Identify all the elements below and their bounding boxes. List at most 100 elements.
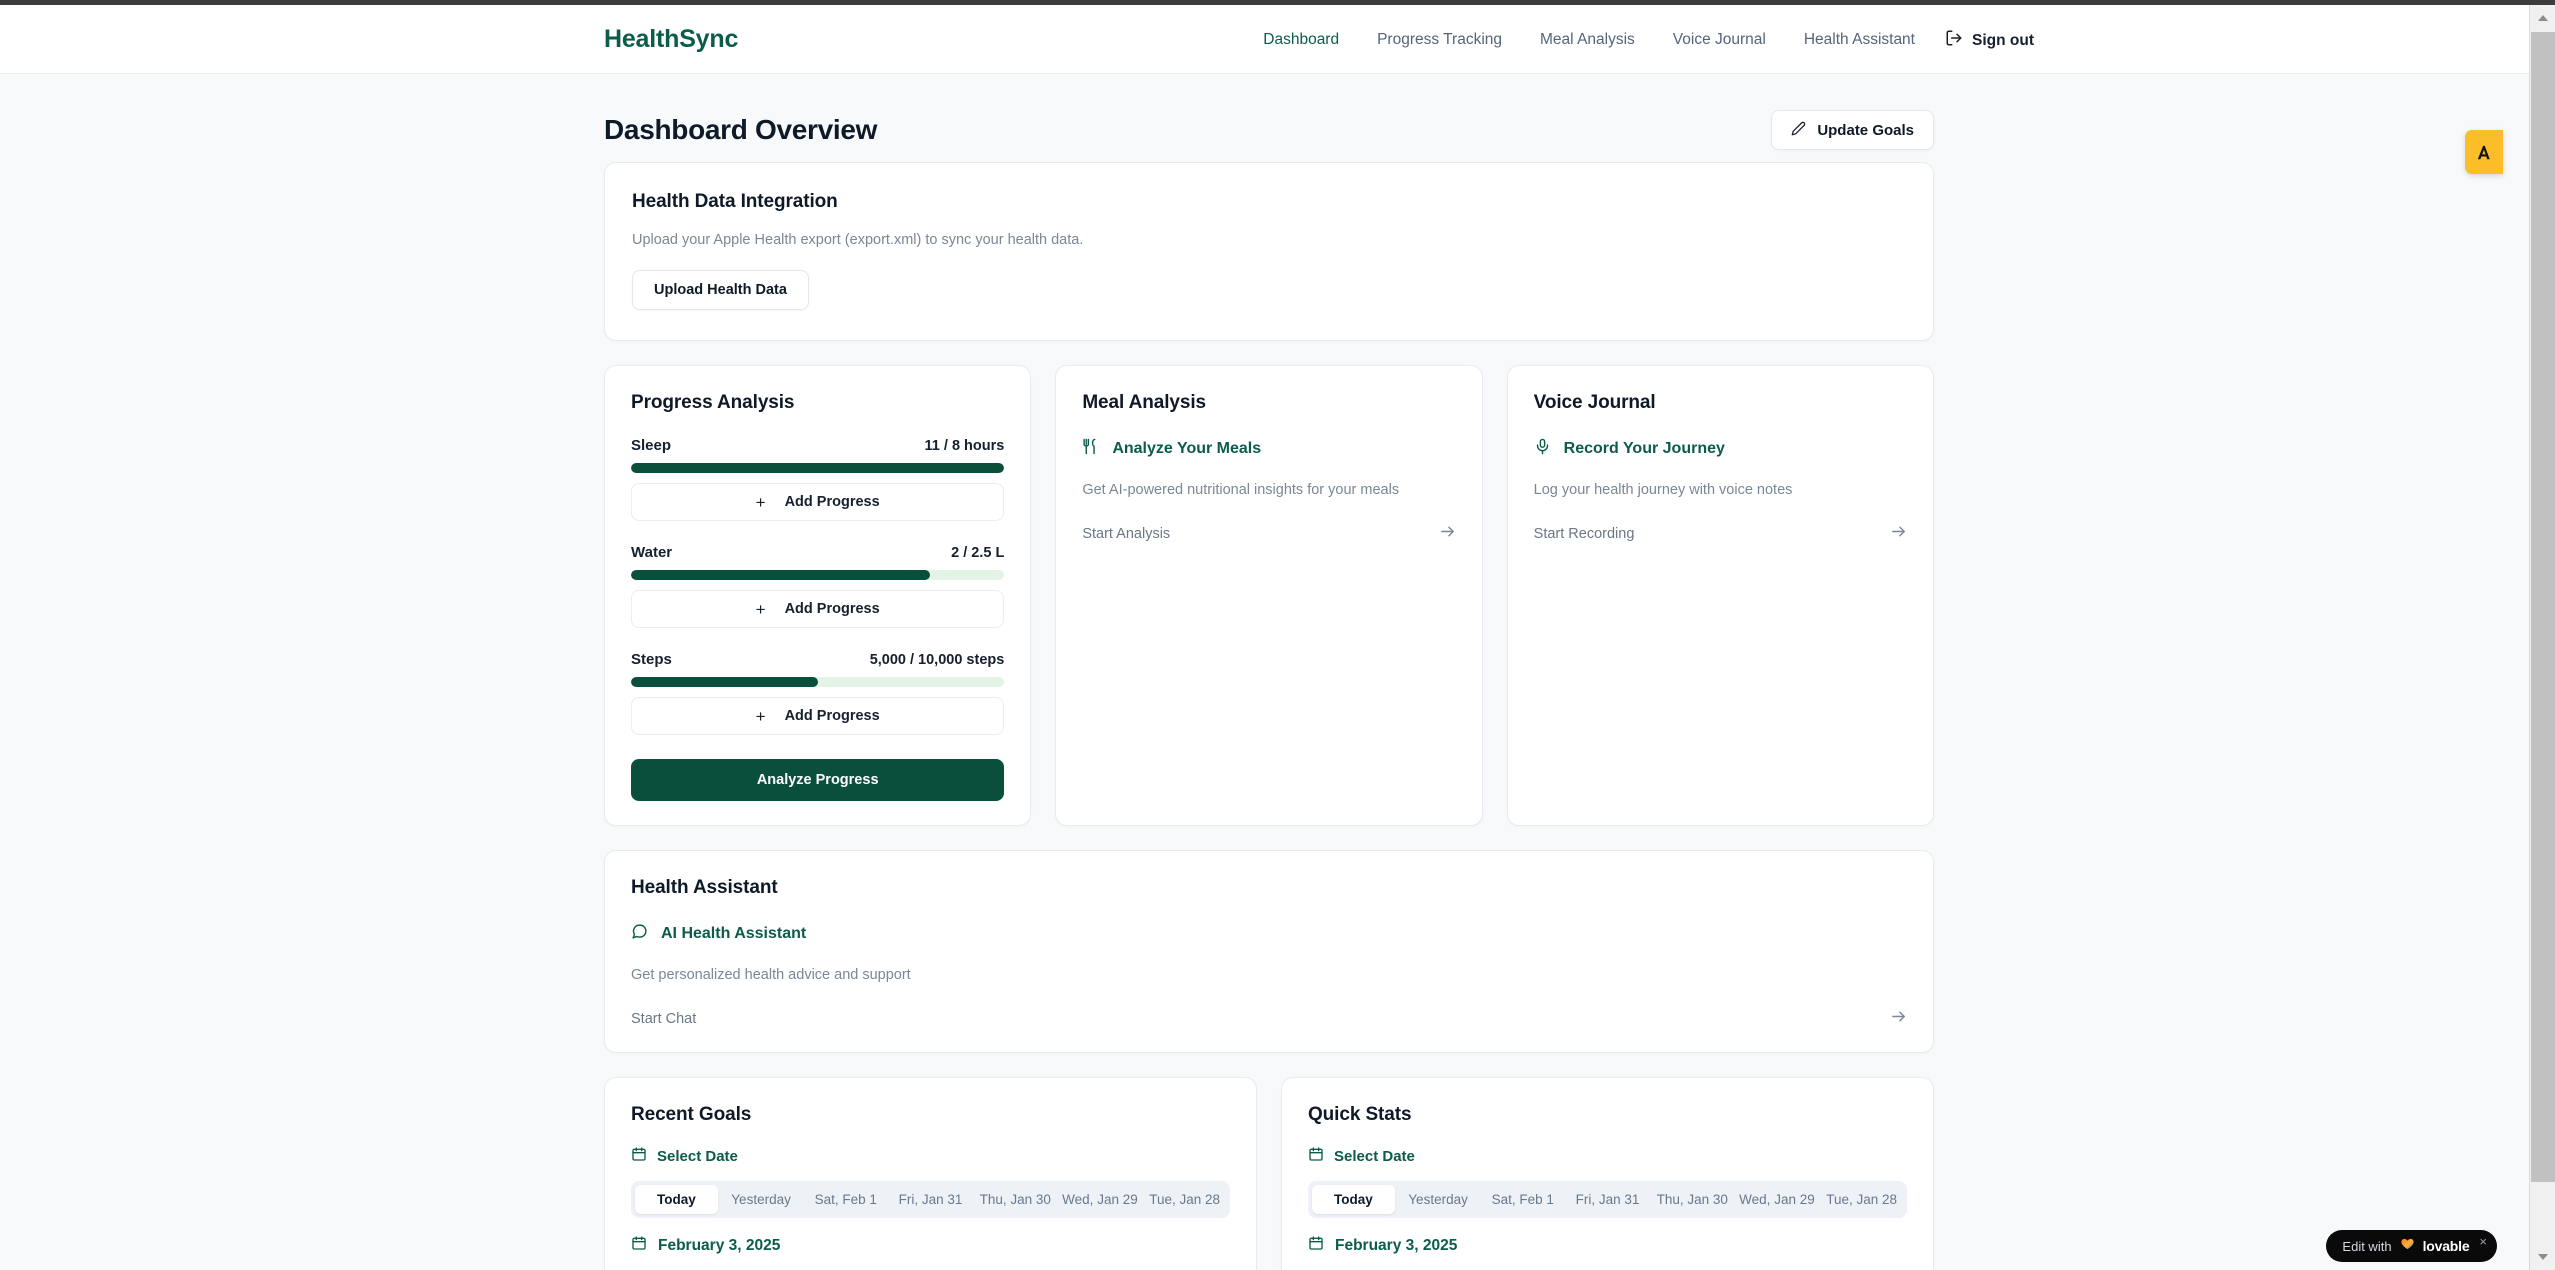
progress-bar-sleep — [631, 463, 1005, 473]
start-analysis-label: Start Analysis — [1082, 526, 1171, 542]
microphone-icon — [1534, 438, 1551, 460]
selected-date-label: February 3, 2025 — [658, 1236, 781, 1254]
page-title: Dashboard Overview — [604, 114, 878, 145]
start-chat-label: Start Chat — [631, 1011, 697, 1027]
progress-bar-fill — [631, 463, 1005, 473]
pencil-icon — [1791, 121, 1806, 140]
nav-item-meal-analysis[interactable]: Meal Analysis — [1540, 31, 1635, 48]
arrow-right-icon — [1890, 1008, 1907, 1030]
select-date-label: Select Date — [1334, 1147, 1415, 1165]
progress-analysis-title: Progress Analysis — [631, 392, 795, 413]
start-analysis-link[interactable]: Start Analysis — [1082, 523, 1455, 545]
logout-icon — [1945, 29, 1963, 52]
upload-health-data-button[interactable]: Upload Health Data — [632, 270, 809, 310]
goal-item-sleep: Sleep 11 / 8 hours + Add Progress — [631, 437, 1005, 521]
calendar-icon — [631, 1146, 647, 1166]
health-assistant-card: Health Assistant AI Health Assistant Get… — [604, 850, 1934, 1053]
date-tab-wed-jan-29[interactable]: Wed, Jan 29 — [1739, 1192, 1815, 1207]
date-tab-yesterday[interactable]: Yesterday — [731, 1192, 791, 1207]
update-goals-label: Update Goals — [1817, 121, 1914, 139]
scroll-up-icon[interactable] — [2530, 5, 2555, 31]
date-tab-yesterday[interactable]: Yesterday — [1408, 1192, 1468, 1207]
record-your-journey-label: Record Your Journey — [1563, 440, 1725, 457]
calendar-icon — [1308, 1146, 1324, 1166]
meal-analysis-title: Meal Analysis — [1082, 392, 1206, 413]
quick-stats-card: Quick Stats Select Date Today Yesterday — [1281, 1077, 1934, 1270]
page-header: Dashboard Overview Update Goals — [604, 74, 1934, 162]
date-tab-thu-jan-30[interactable]: Thu, Jan 30 — [979, 1192, 1051, 1207]
quick-stats-title: Quick Stats — [1308, 1104, 1412, 1125]
date-tabs-quick-stats: Today Yesterday Sat, Feb 1 Fri, Jan 31 T… — [1308, 1181, 1907, 1218]
voice-journal-card: Voice Journal Record Your Journey Log yo… — [1506, 365, 1934, 826]
goal-name: Sleep — [631, 437, 672, 454]
calendar-icon — [631, 1235, 647, 1256]
date-tab-tue-jan-28[interactable]: Tue, Jan 28 — [1826, 1192, 1898, 1207]
calendar-icon — [1308, 1235, 1324, 1256]
nav-item-voice-journal[interactable]: Voice Journal — [1672, 31, 1766, 48]
add-progress-button-steps[interactable]: + Add Progress — [631, 697, 1005, 735]
add-progress-button-sleep[interactable]: + Add Progress — [631, 483, 1005, 521]
nav-item-progress-tracking[interactable]: Progress Tracking — [1377, 31, 1503, 48]
main-navigation: Dashboard Progress Tracking Meal Analysi… — [1263, 31, 1915, 49]
date-tab-tue-jan-28[interactable]: Tue, Jan 28 — [1149, 1192, 1221, 1207]
plus-icon: + — [755, 492, 766, 512]
chat-bubble-icon — [631, 923, 648, 945]
goal-item-steps: Steps 5,000 / 10,000 steps + Add Progres… — [631, 651, 1005, 735]
date-tab-sat-feb-1[interactable]: Sat, Feb 1 — [814, 1192, 877, 1207]
lovable-badge[interactable]: Edit with lovable × — [2326, 1230, 2497, 1262]
heart-icon — [2400, 1236, 2415, 1256]
brand-logo[interactable]: HealthSync — [604, 25, 739, 53]
anthropic-logo-icon[interactable] — [2465, 130, 2503, 174]
select-date-label: Select Date — [657, 1147, 738, 1165]
start-chat-link[interactable]: Start Chat — [631, 1008, 1907, 1030]
add-progress-label: Add Progress — [784, 708, 880, 724]
record-your-journey-link[interactable]: Record Your Journey — [1534, 438, 1907, 460]
site-header: HealthSync Dashboard Progress Tracking M… — [0, 5, 2529, 74]
ai-health-assistant-label: AI Health Assistant — [661, 925, 807, 942]
health-assistant-description: Get personalized health advice and suppo… — [631, 967, 911, 983]
goal-item-water: Water 2 / 2.5 L + Add Progress — [631, 544, 1005, 628]
ai-health-assistant-link[interactable]: AI Health Assistant — [631, 923, 1907, 945]
close-icon[interactable]: × — [2479, 1234, 2487, 1249]
date-tab-sat-feb-1[interactable]: Sat, Feb 1 — [1491, 1192, 1554, 1207]
page-scrollbar[interactable] — [2529, 5, 2555, 1270]
date-tab-wed-jan-29[interactable]: Wed, Jan 29 — [1062, 1192, 1138, 1207]
add-progress-label: Add Progress — [784, 601, 880, 617]
progress-bar-fill — [631, 570, 930, 580]
lovable-name-label: lovable — [2422, 1238, 2470, 1254]
date-tab-today[interactable]: Today — [635, 1185, 718, 1214]
recent-goals-title: Recent Goals — [631, 1104, 752, 1125]
date-tab-thu-jan-30[interactable]: Thu, Jan 30 — [1656, 1192, 1728, 1207]
goal-name: Water — [631, 544, 673, 561]
analyze-your-meals-link[interactable]: Analyze Your Meals — [1082, 438, 1455, 460]
select-date-button-recent-goals[interactable]: Select Date — [631, 1146, 1230, 1166]
sign-out-button[interactable]: Sign out — [1945, 29, 2034, 52]
plus-icon: + — [755, 599, 766, 619]
health-data-description: Upload your Apple Health export (export.… — [632, 232, 1084, 248]
update-goals-button[interactable]: Update Goals — [1771, 110, 1934, 150]
add-progress-button-water[interactable]: + Add Progress — [631, 590, 1005, 628]
scroll-down-icon[interactable] — [2530, 1244, 2555, 1270]
sign-out-label: Sign out — [1972, 31, 2034, 49]
voice-journal-title: Voice Journal — [1533, 392, 1656, 413]
date-tab-fri-jan-31[interactable]: Fri, Jan 31 — [1575, 1192, 1640, 1207]
health-data-integration-card: Health Data Integration Upload your Appl… — [604, 162, 1934, 341]
utensils-icon — [1082, 438, 1099, 460]
goal-value: 5,000 / 10,000 steps — [869, 652, 1005, 668]
progress-bar-fill — [631, 677, 818, 687]
scrollbar-thumb[interactable] — [2531, 32, 2555, 1182]
nav-item-health-assistant[interactable]: Health Assistant — [1803, 31, 1915, 48]
select-date-button-quick-stats[interactable]: Select Date — [1308, 1146, 1907, 1166]
recent-goals-card: Recent Goals Select Date Today Yesterday — [604, 1077, 1257, 1270]
voice-journal-description: Log your health journey with voice notes — [1533, 482, 1793, 498]
arrow-right-icon — [1890, 523, 1907, 545]
date-tabs-recent-goals: Today Yesterday Sat, Feb 1 Fri, Jan 31 T… — [631, 1181, 1230, 1218]
date-tab-fri-jan-31[interactable]: Fri, Jan 31 — [898, 1192, 963, 1207]
date-tab-today[interactable]: Today — [1312, 1185, 1395, 1214]
page-viewport: HealthSync Dashboard Progress Tracking M… — [0, 5, 2529, 1270]
start-recording-link[interactable]: Start Recording — [1534, 523, 1907, 545]
lovable-edit-label: Edit with — [2342, 1238, 2392, 1254]
nav-item-dashboard[interactable]: Dashboard — [1263, 31, 1340, 48]
goal-header: Steps 5,000 / 10,000 steps — [631, 651, 1004, 668]
analyze-progress-button[interactable]: Analyze Progress — [631, 759, 1005, 801]
